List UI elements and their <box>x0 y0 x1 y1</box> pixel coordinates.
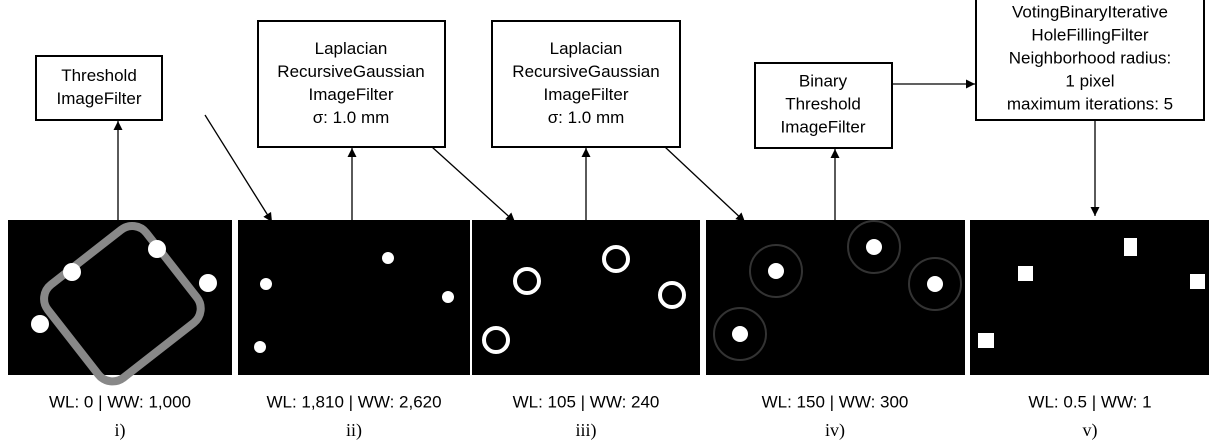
box-text: σ: 1.0 mm <box>313 108 390 127</box>
panel-label: iii) <box>576 420 597 441</box>
box-text: ImageFilter <box>780 117 865 136</box>
box-text: maximum iterations: 5 <box>1007 94 1173 113</box>
box-text: Threshold <box>61 66 137 85</box>
box-text: RecursiveGaussian <box>277 62 424 81</box>
diagram: Threshold ImageFilter WL: 0 | WW: 1,000 i) L… <box>0 0 1209 444</box>
image <box>238 220 470 375</box>
image <box>472 220 700 375</box>
box-text: 1 pixel <box>1065 71 1114 90</box>
box-text: Binary <box>799 71 848 90</box>
panel-label: i) <box>115 420 126 441</box>
caption: WL: 0.5 | WW: 1 <box>1028 392 1151 411</box>
box-text: ImageFilter <box>543 85 628 104</box>
box-text: Laplacian <box>315 39 388 58</box>
panel-label: v) <box>1083 420 1098 441</box>
box-text: ImageFilter <box>308 85 393 104</box>
image <box>706 220 965 375</box>
image <box>970 220 1209 375</box>
box-text: Laplacian <box>550 39 623 58</box>
box-text: Neighborhood radius: <box>1009 48 1172 67</box>
box-text: σ: 1.0 mm <box>548 108 625 127</box>
box-text: HoleFillingFilter <box>1031 25 1148 44</box>
caption: WL: 105 | WW: 240 <box>513 392 660 411</box>
image <box>8 219 232 389</box>
box-text: VotingBinaryIterative <box>1012 2 1168 21</box>
box-text: Threshold <box>785 94 861 113</box>
caption: WL: 150 | WW: 300 <box>762 392 909 411</box>
caption: WL: 0 | WW: 1,000 <box>49 392 191 411</box>
box-text: ImageFilter <box>56 89 141 108</box>
caption: WL: 1,810 | WW: 2,620 <box>266 392 441 411</box>
panel-label: iv) <box>825 420 845 441</box>
box-text: RecursiveGaussian <box>512 62 659 81</box>
panel-label: ii) <box>346 420 362 441</box>
